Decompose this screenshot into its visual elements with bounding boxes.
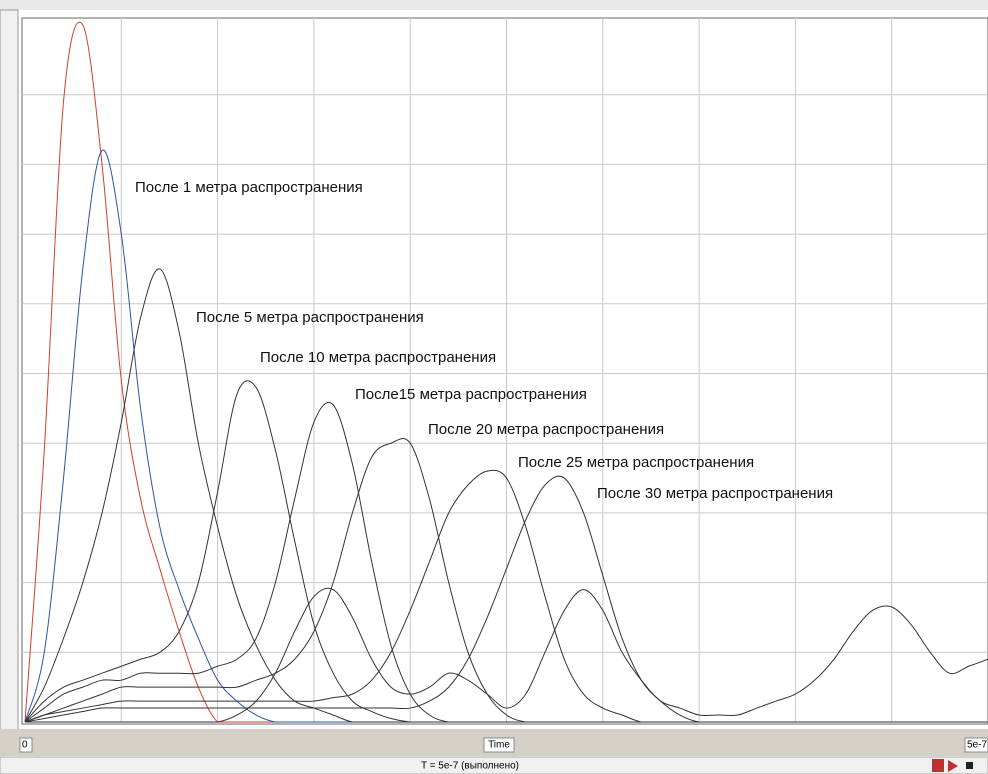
plot-area (21, 17, 988, 725)
stop-button[interactable] (966, 762, 973, 769)
x-label-box (483, 737, 515, 753)
play-button[interactable] (948, 760, 958, 772)
x-start-box (19, 737, 33, 753)
signal-curve (25, 587, 988, 723)
left-panel (0, 9, 19, 731)
annotation: После 20 метра распространения (428, 421, 664, 438)
annotation: После 1 метра распространения (135, 179, 363, 196)
annotation: После15 метра распространения (355, 386, 587, 403)
x-tick-label: 5e-7 (967, 740, 987, 751)
status-bar (0, 756, 988, 774)
pause-button[interactable] (932, 759, 944, 772)
annotation: После 5 метра распространения (196, 309, 424, 326)
signal-curve (24, 475, 988, 723)
annotation: После 10 метра распространения (260, 349, 496, 366)
grid (22, 18, 988, 724)
curves (24, 21, 988, 723)
annotation: После 30 метра распространения (597, 485, 833, 502)
x-tick-label: 0 (22, 740, 28, 751)
status-text: T = 5e-7 (выполнено) (421, 761, 519, 772)
x-axis-label: Time (488, 740, 510, 751)
annotations: После 1 метра распространения После 5 мет… (135, 179, 833, 502)
x-end-box (964, 737, 988, 753)
annotation: После 25 метра распространения (518, 454, 754, 471)
menu-bar (0, 0, 988, 10)
